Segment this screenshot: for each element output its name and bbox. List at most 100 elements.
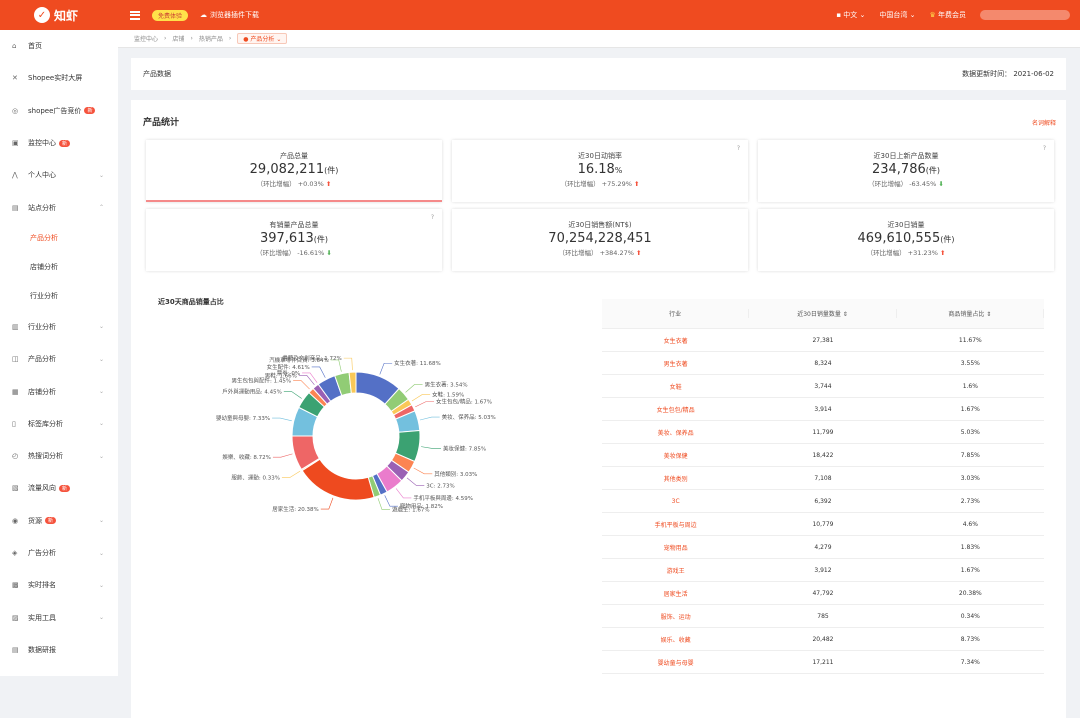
sidebar-item[interactable]: ◴ 热搜词分析 ⌄ bbox=[0, 440, 118, 472]
slice-label: 美妆、保养品: 5.03% bbox=[442, 413, 496, 421]
table-row: 女生衣著 27,381 11.67% bbox=[602, 329, 1044, 352]
sidebar-item[interactable]: ⋀ 个人中心 ⌄ bbox=[0, 159, 118, 191]
sidebar-item[interactable]: ▤ 数据研报 bbox=[0, 634, 118, 666]
sidebar-subitem[interactable]: 店铺分析 bbox=[0, 253, 118, 282]
table-row: 手机平板与周边 10,779 4.6% bbox=[602, 513, 1044, 536]
industry-link[interactable]: 美妆、保养品 bbox=[657, 429, 694, 437]
top-bar: ✓ 知虾 免费体验 ☁ 浏览器插件下载 ▪ 中文 ⌄ 中国台湾 ⌄ ♛ 年费会员 bbox=[0, 0, 1080, 30]
sidebar-item[interactable]: ▧ 流量风向新 bbox=[0, 472, 118, 504]
sidebar-item[interactable]: ▯ 标签库分析 ⌄ bbox=[0, 408, 118, 440]
sidebar-item[interactable]: ▩ 实时排名 ⌄ bbox=[0, 569, 118, 601]
crumb-item[interactable]: 店铺 bbox=[172, 36, 185, 43]
industry-link[interactable]: 游戏王 bbox=[666, 567, 685, 575]
industry-link[interactable]: 服饰、运动 bbox=[660, 613, 691, 621]
stat-card[interactable]: ? 有销量产品总量 397,613(件) （环比增幅） -16.61% ⬇ bbox=[146, 209, 442, 271]
cloud-icon: ☁ bbox=[200, 11, 208, 19]
table-row: 宠物用品 4,279 1.83% bbox=[602, 536, 1044, 559]
donut-chart: 女生衣著: 11.68% 男生衣著: 3.54% 女鞋: 1.59%女生包包/精品:… bbox=[216, 354, 496, 513]
label-leader bbox=[293, 380, 310, 390]
crumb-item[interactable]: 监控中心 bbox=[134, 36, 159, 43]
stat-card[interactable]: ? 近30日上新产品数量 234,786(件) （环比增幅） -63.45% ⬇ bbox=[758, 140, 1054, 202]
member-badge[interactable]: ♛ 年费会员 bbox=[929, 10, 966, 20]
label-leader bbox=[298, 375, 315, 385]
sidebar-item[interactable]: ✕ Shopee实时大屏 bbox=[0, 62, 118, 94]
table-header-cell[interactable]: 商品销量占比 ⇕ bbox=[897, 309, 1044, 318]
stat-card[interactable]: ? 近30日动销率 16.18% （环比增幅） +75.29% ⬆ bbox=[452, 140, 748, 202]
sidebar-item-label: 行业分析 bbox=[28, 322, 56, 331]
table-cell: 785 bbox=[817, 612, 829, 620]
help-icon[interactable]: ? bbox=[736, 145, 740, 152]
sidebar-item[interactable]: ◈ 广告分析 ⌄ bbox=[0, 537, 118, 569]
help-icon[interactable]: ? bbox=[1042, 145, 1046, 152]
sidebar-item[interactable]: ⌂ 首页 bbox=[0, 30, 118, 62]
industry-link[interactable]: 宠物用品 bbox=[663, 544, 688, 552]
language-select[interactable]: ▪ 中文 ⌄ bbox=[836, 11, 866, 19]
industry-link[interactable]: 女鞋 bbox=[669, 383, 682, 391]
industry-link[interactable]: 婴幼童与母婴 bbox=[657, 659, 694, 667]
stat-card[interactable]: 产品总量 29,082,211(件) （环比增幅） +0.03% ⬆ bbox=[146, 140, 442, 202]
glossary-link[interactable]: 名词解释 bbox=[1031, 120, 1056, 127]
donut-slice[interactable] bbox=[348, 371, 357, 394]
sidebar-subitem-label: 店铺分析 bbox=[30, 263, 58, 272]
region-select[interactable]: 中国台湾 ⌄ bbox=[879, 11, 916, 19]
industry-link[interactable]: 居家生活 bbox=[663, 590, 688, 598]
sidebar-item[interactable]: ▦ 店铺分析 ⌄ bbox=[0, 375, 118, 407]
trend-arrow-icon: ⬆ bbox=[636, 249, 642, 257]
language-label: 中文 bbox=[843, 11, 858, 19]
plugin-download-link[interactable]: ☁ 浏览器插件下载 bbox=[200, 10, 259, 20]
stat-change-row: （环比增幅） -16.61% ⬇ bbox=[146, 247, 442, 257]
stat-change: （环比增幅） +0.03% bbox=[256, 180, 324, 188]
industry-link[interactable]: 手机平板与周边 bbox=[654, 521, 697, 529]
donut-panel: 近30天商品销量占比 女生衣著: 11.68% 男生衣著: 3.54% 女鞋: 1.… bbox=[146, 281, 586, 676]
crumb-current[interactable]: ● 产品分析 ⌄ bbox=[237, 33, 288, 44]
help-icon[interactable]: ? bbox=[430, 214, 434, 221]
table-cell: 10,779 bbox=[812, 520, 834, 528]
stat-card[interactable]: 近30日销售额(NT$) 70,254,228,451 （环比增幅） +384.… bbox=[452, 209, 748, 271]
stat-title: 产品总量 bbox=[280, 152, 308, 160]
sidebar-item[interactable]: ◫ 产品分析 ⌄ bbox=[0, 343, 118, 375]
industry-link[interactable]: 女生包包/精品 bbox=[656, 406, 695, 414]
member-label: 年费会员 bbox=[938, 11, 966, 19]
free-trial-button[interactable]: 免费体验 bbox=[152, 9, 189, 21]
table-cell: 6,392 bbox=[814, 497, 832, 505]
industry-link[interactable]: 其他类别 bbox=[663, 475, 688, 483]
sidebar-item[interactable]: ◎ shopee广告竞价新 bbox=[0, 95, 118, 127]
table-row: 3C 6,392 2.73% bbox=[602, 490, 1044, 513]
table-cell: 47,792 bbox=[812, 589, 834, 597]
sidebar-item[interactable]: ◉ 货源新 ⌄ bbox=[0, 505, 118, 537]
trend-arrow-icon: ⬆ bbox=[633, 180, 640, 188]
crumb-item[interactable]: 热销产品 bbox=[198, 36, 223, 43]
table-row: 游戏王 3,912 1.67% bbox=[602, 559, 1044, 582]
table-header-cell[interactable]: 行业 bbox=[602, 309, 750, 318]
shrimp-icon: ✓ bbox=[34, 7, 50, 23]
label-leader bbox=[421, 446, 441, 449]
stat-card[interactable]: 近30日销量 469,610,555(件) （环比增幅） +31.23% ⬆ bbox=[758, 209, 1054, 271]
sidebar-subitem[interactable]: 产品分析 bbox=[0, 224, 118, 253]
table-header-cell[interactable]: 近30日销量数量 ⇕ bbox=[749, 309, 897, 318]
trend-arrow-icon: ⬆ bbox=[939, 249, 946, 257]
data-icon: ▤ bbox=[12, 645, 19, 654]
donut-slice[interactable] bbox=[301, 458, 375, 501]
account-avatar[interactable] bbox=[980, 10, 1070, 20]
sidebar-item[interactable]: ▣ 监控中心新 bbox=[0, 127, 118, 159]
sidebar-subitem[interactable]: 行业分析 bbox=[0, 282, 118, 311]
industry-link[interactable]: 娱乐、收藏 bbox=[660, 636, 691, 644]
flag-icon: ▪ bbox=[836, 11, 844, 19]
industry-link[interactable]: 3C bbox=[671, 497, 680, 505]
industry-link[interactable]: 美妆保健 bbox=[663, 452, 688, 460]
stat-value-row: 70,254,228,451 bbox=[452, 231, 748, 246]
monitor-icon: ▣ bbox=[12, 139, 19, 148]
brand-logo[interactable]: ✓ 知虾 bbox=[0, 0, 88, 30]
menu-toggle-icon[interactable] bbox=[130, 10, 140, 20]
label-leader bbox=[406, 477, 425, 486]
label-leader bbox=[272, 417, 292, 422]
stat-value-row: 29,082,211(件) bbox=[146, 162, 442, 177]
sidebar-item[interactable]: ▨ 实用工具 ⌄ bbox=[0, 601, 118, 633]
sidebar-item[interactable]: ▥ 行业分析 ⌄ bbox=[0, 311, 118, 343]
slice-label: 書籍及文創商品: 1.72% bbox=[282, 354, 342, 362]
table-cell: 5.03% bbox=[960, 428, 980, 436]
industry-link[interactable]: 男生衣著 bbox=[663, 360, 688, 368]
slice-label: 男生包包與配件: 1.45% bbox=[232, 377, 292, 385]
industry-link[interactable]: 女生衣著 bbox=[663, 337, 688, 345]
sidebar-item[interactable]: ▤ 站点分析 ⌃ bbox=[0, 191, 118, 223]
